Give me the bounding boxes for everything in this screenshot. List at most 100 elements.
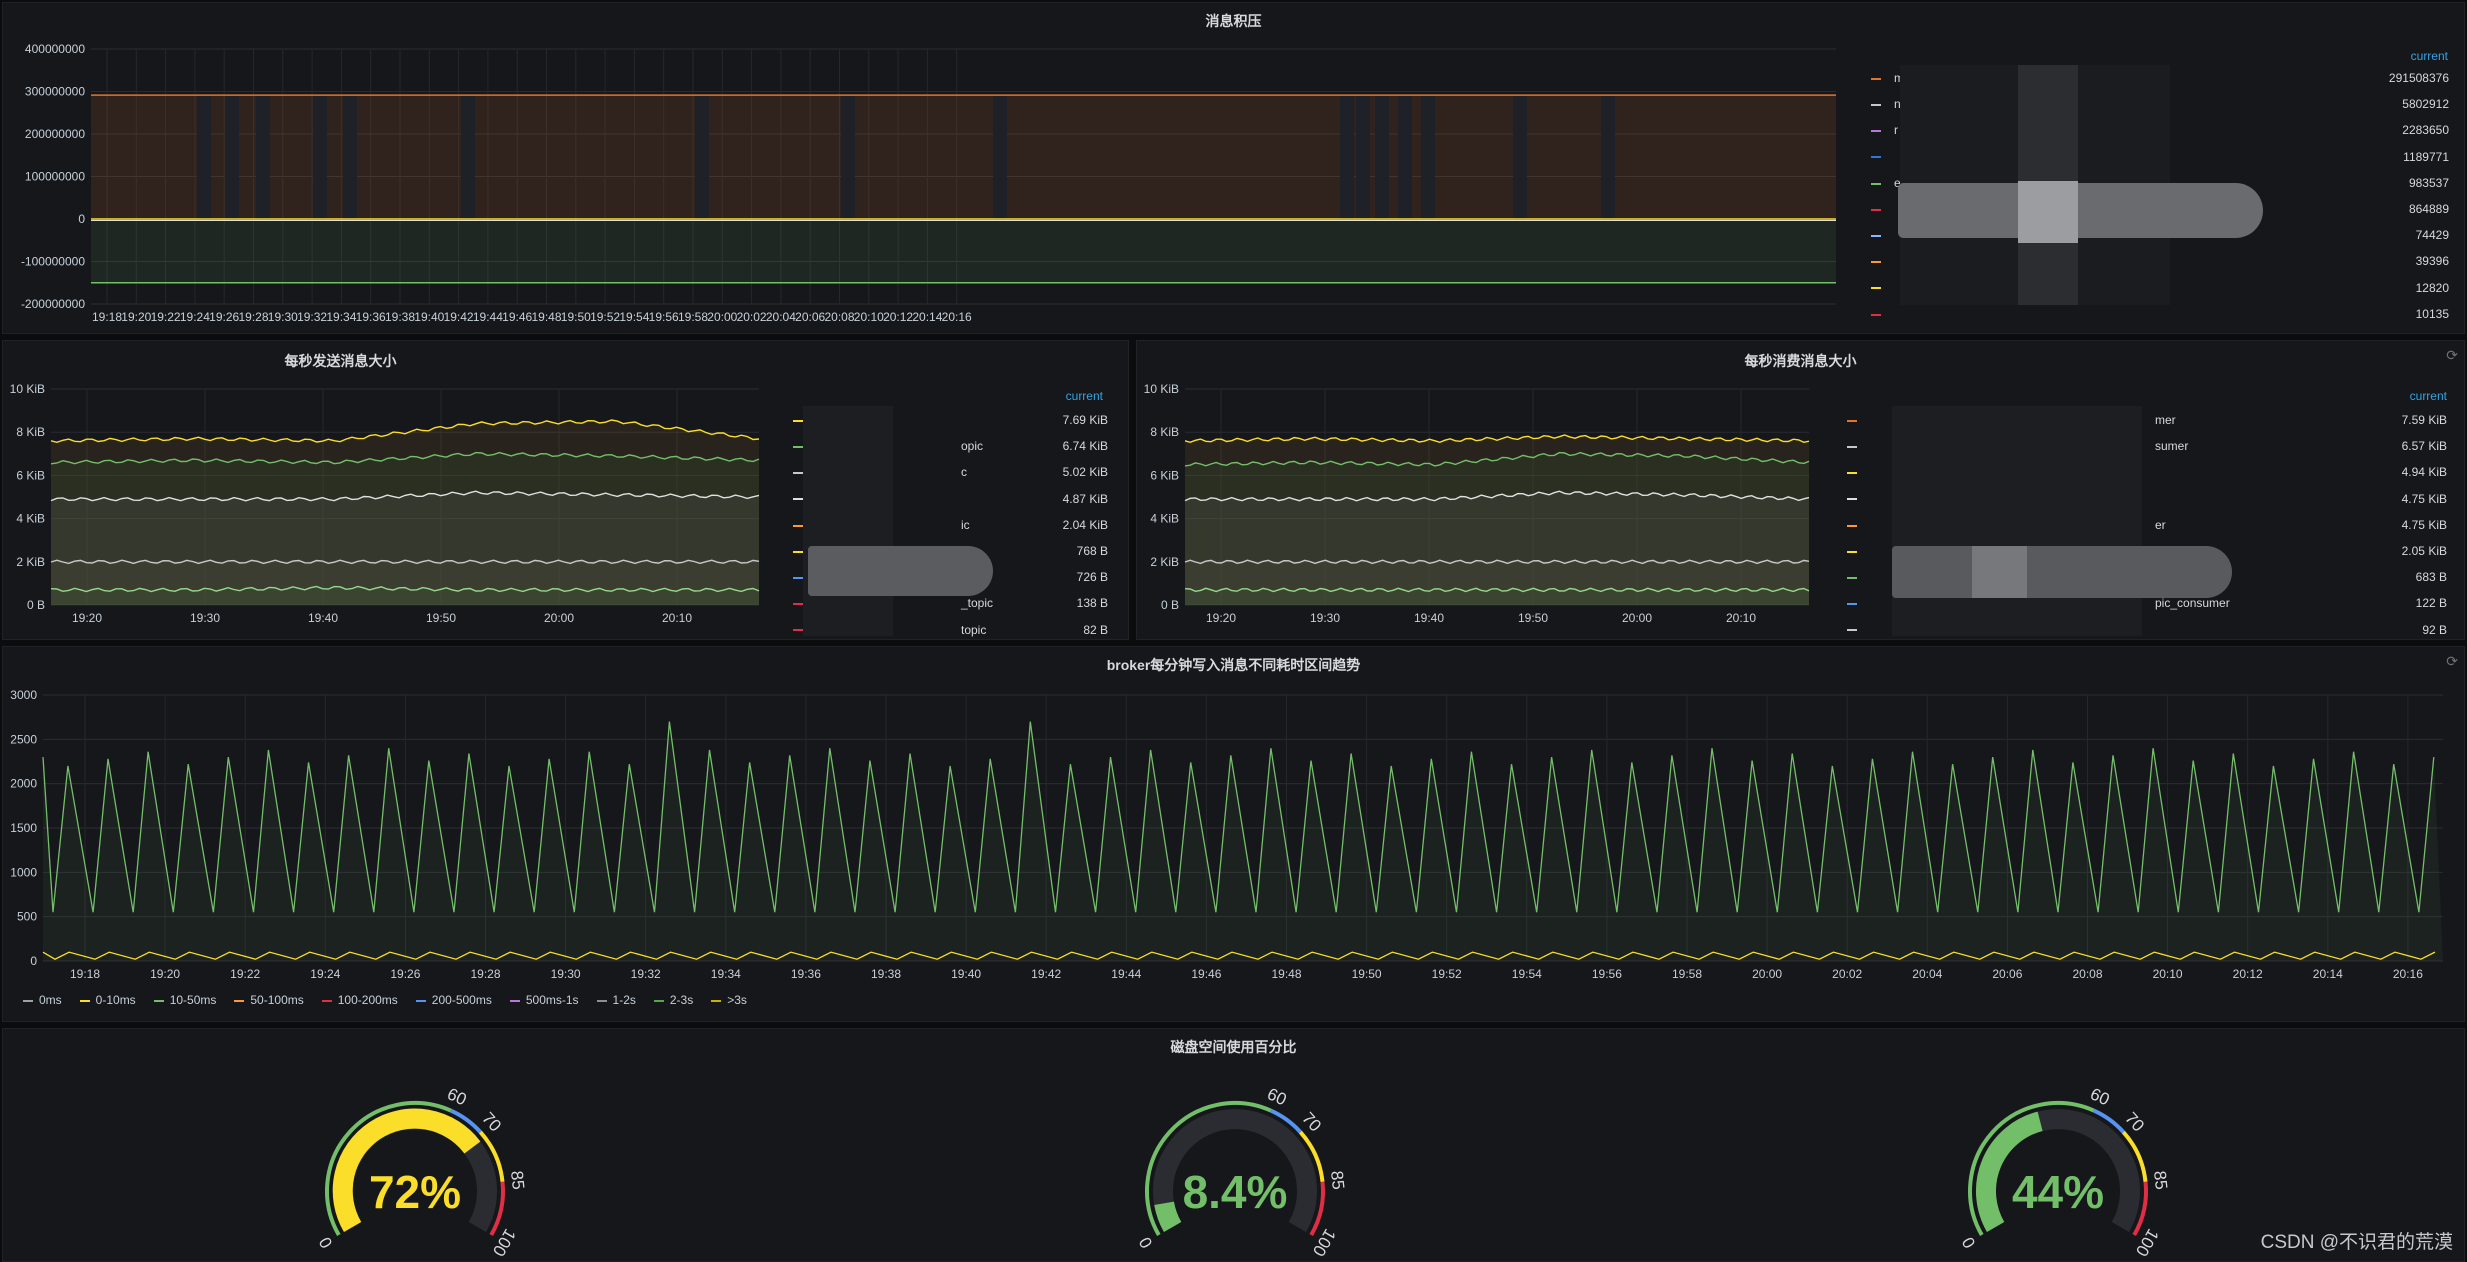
series-line xyxy=(1184,434,1810,444)
backlog-title[interactable]: 消息积压 xyxy=(1205,13,1262,29)
legend-item[interactable]: 864889 xyxy=(1871,202,2449,216)
x-tick-label: 19:40 xyxy=(414,310,444,323)
legend-item[interactable]: 100-200ms xyxy=(321,993,398,1007)
legend-item[interactable]: mer 7.59 KiB xyxy=(1847,413,2447,427)
legend-series-name: opic xyxy=(961,439,984,454)
legend-series-name: 10-50ms xyxy=(169,993,217,1007)
legend-item[interactable]: >3s xyxy=(711,993,747,1007)
legend-item[interactable]: 50-100ms xyxy=(234,993,304,1007)
x-tick-label: 19:32 xyxy=(297,310,327,323)
legend-item[interactable]: 10135 xyxy=(1871,307,2449,321)
legend-item[interactable]: 4.75 KiB xyxy=(1847,492,2447,506)
legend-item[interactable]: 92 B xyxy=(1847,623,2447,637)
legend-item[interactable]: c 5.02 KiB xyxy=(793,465,1108,479)
legend-item[interactable]: 0-10ms xyxy=(79,993,136,1007)
legend-item[interactable]: topic 82 B xyxy=(793,623,1108,637)
legend-item[interactable]: pic_consumer 122 B xyxy=(1847,596,2447,610)
legend-item[interactable]: 74429 xyxy=(1871,228,2449,242)
legend-item[interactable]: opic 6.74 KiB xyxy=(793,439,1108,453)
data-gap xyxy=(1421,95,1435,219)
broker-latency-title[interactable]: broker每分钟写入消息不同耗时区间趋势 xyxy=(1106,657,1361,673)
gauge-threshold-band xyxy=(489,1181,505,1236)
legend-series-name: topic xyxy=(961,622,987,637)
legend-current-value: 726 B xyxy=(1076,570,1108,585)
backlog-legend-current-sort[interactable]: current xyxy=(2410,49,2448,63)
redacted-area xyxy=(803,406,893,636)
legend-item[interactable]: sumer 6.57 KiB xyxy=(1847,439,2447,453)
series-line xyxy=(1184,490,1810,502)
legend-item[interactable]: r 2283650 xyxy=(1871,123,2449,137)
broker-latency-legend: 0ms 0-10ms 10-50ms 50-100ms 100-200ms 200-500… xyxy=(23,993,765,1007)
y-tick-label: 8 KiB xyxy=(16,425,45,439)
x-tick-label: 19:34 xyxy=(326,310,356,323)
legend-item[interactable]: 4.94 KiB xyxy=(1847,465,2447,479)
consume-size-title[interactable]: 每秒消费消息大小 xyxy=(1744,353,1857,369)
series-line xyxy=(50,419,760,444)
legend-item[interactable]: 0ms xyxy=(23,993,62,1007)
x-tick-label: 19:22 xyxy=(230,967,260,981)
legend-item[interactable]: 200-500ms xyxy=(415,993,492,1007)
gauge-value-arc xyxy=(1154,1201,1182,1232)
disk-gauges[interactable]: 060708510072%06070851008.4%9110607085100… xyxy=(3,1029,2465,1262)
send-size-title[interactable]: 每秒发送消息大小 xyxy=(284,353,397,369)
legend-color-swatch xyxy=(509,999,520,1002)
x-tick-label: 20:12 xyxy=(2233,967,2263,981)
legend-current-value: 1189771 xyxy=(2403,149,2449,164)
disk-usage-title[interactable]: 磁盘空间使用百分比 xyxy=(1170,1039,1297,1055)
send-size-graph[interactable]: 10 KiB 8 KiB 6 KiB 4 KiB 2 KiB 0 B 19:20 19:30 1… xyxy=(3,341,773,640)
legend-item[interactable]: 768 B xyxy=(793,544,1108,558)
legend-series-name: er xyxy=(2155,517,2166,532)
gauge-threshold-band xyxy=(2092,1108,2125,1134)
legend-item[interactable]: 39396 xyxy=(1871,254,2449,268)
legend-series-name: 1-2s xyxy=(612,993,636,1007)
legend-item[interactable]: 4.87 KiB xyxy=(793,492,1108,506)
legend-current-value: 864889 xyxy=(2408,202,2449,216)
legend-color-swatch xyxy=(1871,287,1881,290)
refresh-icon[interactable]: ⟳ xyxy=(2446,653,2458,669)
legend-series-name: 0-10ms xyxy=(95,993,136,1007)
series-area xyxy=(51,452,759,605)
backlog-graph[interactable]: 400000000 300000000 200000000 100000000 0 -10… xyxy=(3,3,1843,323)
x-tick-label: 20:10 xyxy=(1726,611,1756,625)
x-tick-label: 19:38 xyxy=(871,967,901,981)
legend-color-swatch xyxy=(793,472,803,475)
broker-latency-graph[interactable]: 3000 2500 2000 1500 1000 500 0 19:18 19:20 19:22 1… xyxy=(3,647,2465,987)
legend-item[interactable]: er 983537 xyxy=(1871,176,2449,190)
legend-color-swatch xyxy=(1847,472,1857,475)
legend-item[interactable]: 10-50ms xyxy=(153,993,217,1007)
gauge-tick-label: 85 xyxy=(507,1170,528,1191)
series-area xyxy=(91,95,1836,219)
x-tick-label: 19:18 xyxy=(70,967,100,981)
legend-color-swatch xyxy=(793,419,803,422)
gauge-threshold-band xyxy=(325,1101,452,1236)
data-gap xyxy=(1340,95,1354,219)
legend-series-name: mer xyxy=(2155,413,2176,427)
legend-item[interactable]: _topic 138 B xyxy=(793,596,1108,610)
legend-item[interactable]: 12820 xyxy=(1871,281,2449,295)
x-tick-label: 20:06 xyxy=(1992,967,2022,981)
gauge-threshold-band xyxy=(1145,1101,1272,1236)
legend-item[interactable]: 500ms-1s xyxy=(509,993,579,1007)
legend-item[interactable]: 1-2s xyxy=(596,993,636,1007)
refresh-icon[interactable]: ⟳ xyxy=(2446,347,2458,363)
y-tick-label: 400000000 xyxy=(25,42,85,56)
legend-item[interactable]: 2-3s xyxy=(653,993,693,1007)
legend-item[interactable]: er 4.75 KiB xyxy=(1847,518,2447,532)
legend-color-swatch xyxy=(793,577,803,580)
legend-item[interactable]: 1189771 xyxy=(1871,150,2449,164)
legend-color-swatch xyxy=(1871,104,1881,107)
x-tick-label: 19:38 xyxy=(385,310,415,323)
legend-current-value: 291508376 xyxy=(2388,71,2449,85)
send-legend-current-sort[interactable]: current xyxy=(1065,389,1103,403)
x-tick-label: 19:52 xyxy=(590,310,620,323)
y-tick-label: 500 xyxy=(17,910,37,924)
x-tick-label: 19:58 xyxy=(1672,967,1702,981)
broker-latency-panel: broker每分钟写入消息不同耗时区间趋势 ⟳ 3000 2500 2000 1500… xyxy=(2,646,2465,1022)
consume-legend-current-sort[interactable]: current xyxy=(2409,389,2447,403)
y-tick-label: -200000000 xyxy=(21,297,85,311)
legend-item[interactable]: 7.69 KiB xyxy=(793,413,1108,427)
legend-color-swatch xyxy=(1871,130,1881,133)
legend-item[interactable]: ic 2.04 KiB xyxy=(793,518,1108,532)
series-area xyxy=(51,420,759,605)
consume-size-graph[interactable]: 10 KiB 8 KiB 6 KiB 4 KiB 2 KiB 0 B 19:20 19:30 1… xyxy=(1137,341,1837,640)
